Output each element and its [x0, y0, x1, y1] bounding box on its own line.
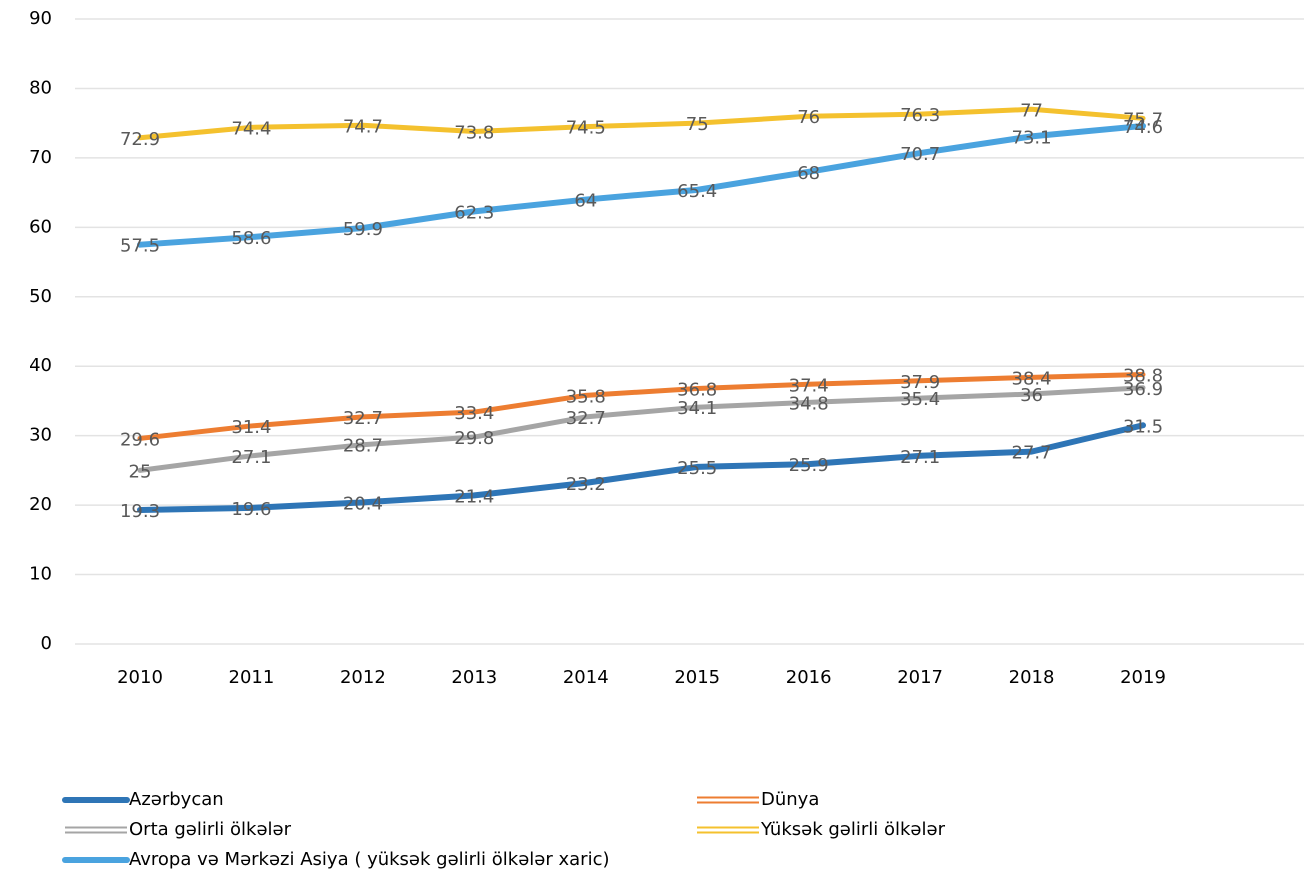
data-label: 32.7: [343, 408, 383, 429]
legend-label: Avropa və Mərkəzi Asiya ( yüksək gəlirli…: [129, 849, 610, 870]
y-tick-label: 40: [29, 355, 52, 376]
x-tick-label: 2016: [786, 667, 832, 688]
y-tick-label: 0: [41, 633, 52, 654]
data-label: 74.5: [566, 118, 606, 139]
data-label: 57.5: [120, 236, 160, 257]
data-label: 37.9: [900, 372, 940, 393]
data-label: 34.8: [789, 393, 829, 414]
data-label: 36: [1020, 385, 1043, 406]
data-label: 36.8: [677, 379, 717, 400]
data-label: 77: [1020, 100, 1043, 121]
data-label: 64: [574, 191, 597, 212]
data-label: 35.4: [900, 389, 940, 410]
series-line: [137, 422, 1146, 513]
y-tick-label: 30: [29, 425, 52, 446]
data-label: 37.4: [789, 375, 829, 396]
legend-label: Dünya: [761, 789, 819, 810]
legend-item: Yüksək gəlirli ölkələr: [697, 819, 946, 840]
x-tick-label: 2017: [897, 667, 943, 688]
data-label: 27.1: [231, 447, 271, 468]
data-label: 28.7: [343, 436, 383, 457]
y-tick-label: 90: [29, 8, 52, 29]
legend-item: Dünya: [697, 789, 819, 810]
series-line: [137, 122, 1146, 248]
data-label: 33.4: [454, 403, 494, 424]
data-label: 59.9: [343, 219, 383, 240]
data-label: 25.9: [789, 455, 829, 476]
x-tick-label: 2013: [451, 667, 497, 688]
data-label: 72.9: [120, 129, 160, 150]
y-tick-label: 10: [29, 564, 52, 585]
data-label: 74.4: [231, 118, 271, 139]
data-label: 29.8: [454, 428, 494, 449]
x-tick-label: 2018: [1009, 667, 1055, 688]
x-tick-label: 2010: [117, 667, 163, 688]
data-label: 73.8: [454, 123, 494, 144]
x-tick-label: 2012: [340, 667, 386, 688]
x-tick-label: 2019: [1120, 667, 1166, 688]
data-label: 38.4: [1012, 368, 1052, 389]
data-label: 38.8: [1123, 366, 1163, 387]
legend-item: Orta gəlirli ölkələr: [65, 819, 292, 840]
x-tick-label: 2015: [674, 667, 720, 688]
data-label: 27.1: [900, 447, 940, 468]
data-label: 34.1: [677, 398, 717, 419]
legend-item: Azərbycan: [62, 789, 224, 810]
data-label: 70.7: [900, 144, 940, 165]
legend-item: Avropa və Mərkəzi Asiya ( yüksək gəlirli…: [62, 849, 610, 870]
data-label: 29.6: [120, 429, 160, 450]
series-line: [137, 372, 1146, 441]
data-label: 23.2: [566, 474, 606, 495]
legend-label: Orta gəlirli ölkələr: [129, 819, 292, 840]
data-label: 35.8: [566, 386, 606, 407]
data-label: 32.7: [566, 408, 606, 429]
legend-label: Yüksək gəlirli ölkələr: [760, 819, 946, 840]
data-label: 21.4: [454, 486, 494, 507]
y-tick-label: 60: [29, 216, 52, 237]
data-label: 75.7: [1123, 109, 1163, 130]
data-label: 75: [686, 114, 709, 135]
series-line: [137, 385, 1146, 473]
data-label: 58.6: [231, 228, 271, 249]
data-label: 20.4: [343, 493, 383, 514]
data-label: 31.4: [231, 417, 271, 438]
data-label: 76.3: [900, 105, 940, 126]
data-label: 74.7: [343, 116, 383, 137]
series-line: [137, 106, 1146, 141]
legend-label: Azərbycan: [129, 789, 224, 810]
x-tick-label: 2011: [229, 667, 275, 688]
y-tick-label: 80: [29, 77, 52, 98]
data-label: 65.4: [677, 181, 717, 202]
data-label: 31.5: [1123, 416, 1163, 437]
y-tick-label: 70: [29, 147, 52, 168]
data-label: 73.1: [1012, 127, 1052, 148]
data-label: 25: [129, 461, 152, 482]
data-label: 68: [797, 163, 820, 184]
data-label: 25.5: [677, 458, 717, 479]
data-label: 19.3: [120, 501, 160, 522]
data-label: 19.6: [231, 499, 271, 520]
y-tick-label: 50: [29, 286, 52, 307]
data-label: 36.9: [1123, 379, 1163, 400]
y-tick-label: 20: [29, 494, 52, 515]
data-label: 27.7: [1012, 443, 1052, 464]
x-tick-label: 2014: [563, 667, 609, 688]
data-label: 76: [797, 107, 820, 128]
data-label: 62.3: [454, 202, 494, 223]
data-label: 74.6: [1123, 117, 1163, 138]
